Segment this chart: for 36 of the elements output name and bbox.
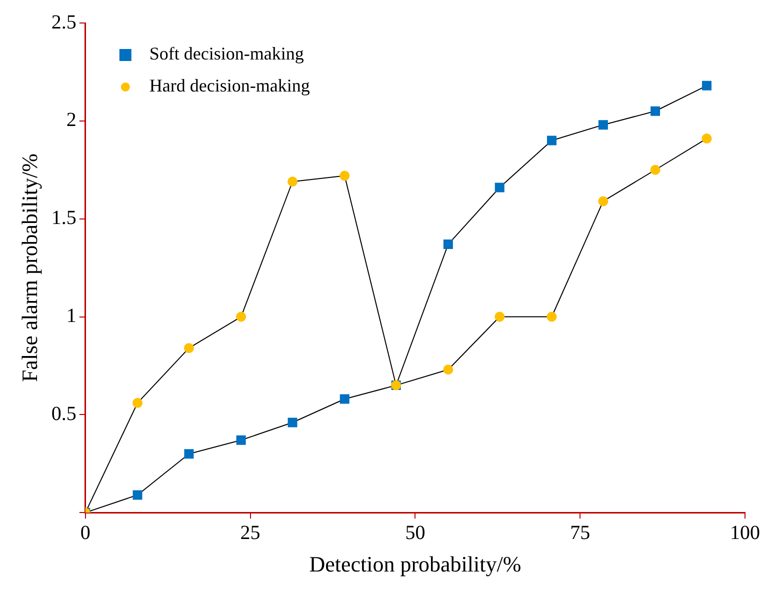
point xyxy=(184,343,194,354)
point xyxy=(443,364,454,375)
y-tick-label: 1.5 xyxy=(51,207,76,230)
y-axis-title: False alarm probability/% xyxy=(16,154,42,382)
point xyxy=(340,170,350,181)
point xyxy=(598,196,608,206)
point xyxy=(494,182,504,192)
point xyxy=(650,106,660,116)
x-tick-label: 75 xyxy=(570,522,590,544)
x-tick-label: 25 xyxy=(240,522,260,544)
point xyxy=(236,435,246,445)
y-tick-label: 1 xyxy=(66,305,76,328)
point xyxy=(702,80,712,90)
y-tick-label: 2 xyxy=(66,109,76,132)
x-tick-label: 100 xyxy=(730,522,760,544)
point xyxy=(288,176,298,187)
legend-label: Hard decision-making xyxy=(149,76,310,96)
point xyxy=(546,312,557,322)
point xyxy=(702,134,712,144)
y-tick-label: 2.5 xyxy=(51,11,76,34)
point xyxy=(546,136,556,146)
point xyxy=(236,312,246,322)
legend-label: Soft decision-making xyxy=(149,44,304,64)
x-tick-label: 50 xyxy=(405,522,426,544)
point xyxy=(340,394,350,404)
point xyxy=(650,164,660,175)
point xyxy=(184,449,194,459)
point xyxy=(494,312,505,322)
point xyxy=(132,398,143,408)
point xyxy=(132,490,142,500)
point xyxy=(288,418,298,428)
y-tick-label: 0.5 xyxy=(51,402,76,425)
point xyxy=(443,240,453,250)
x-tick-label: 0 xyxy=(80,522,90,544)
x-axis-title: Detection probability/% xyxy=(309,552,522,577)
point xyxy=(598,120,608,130)
